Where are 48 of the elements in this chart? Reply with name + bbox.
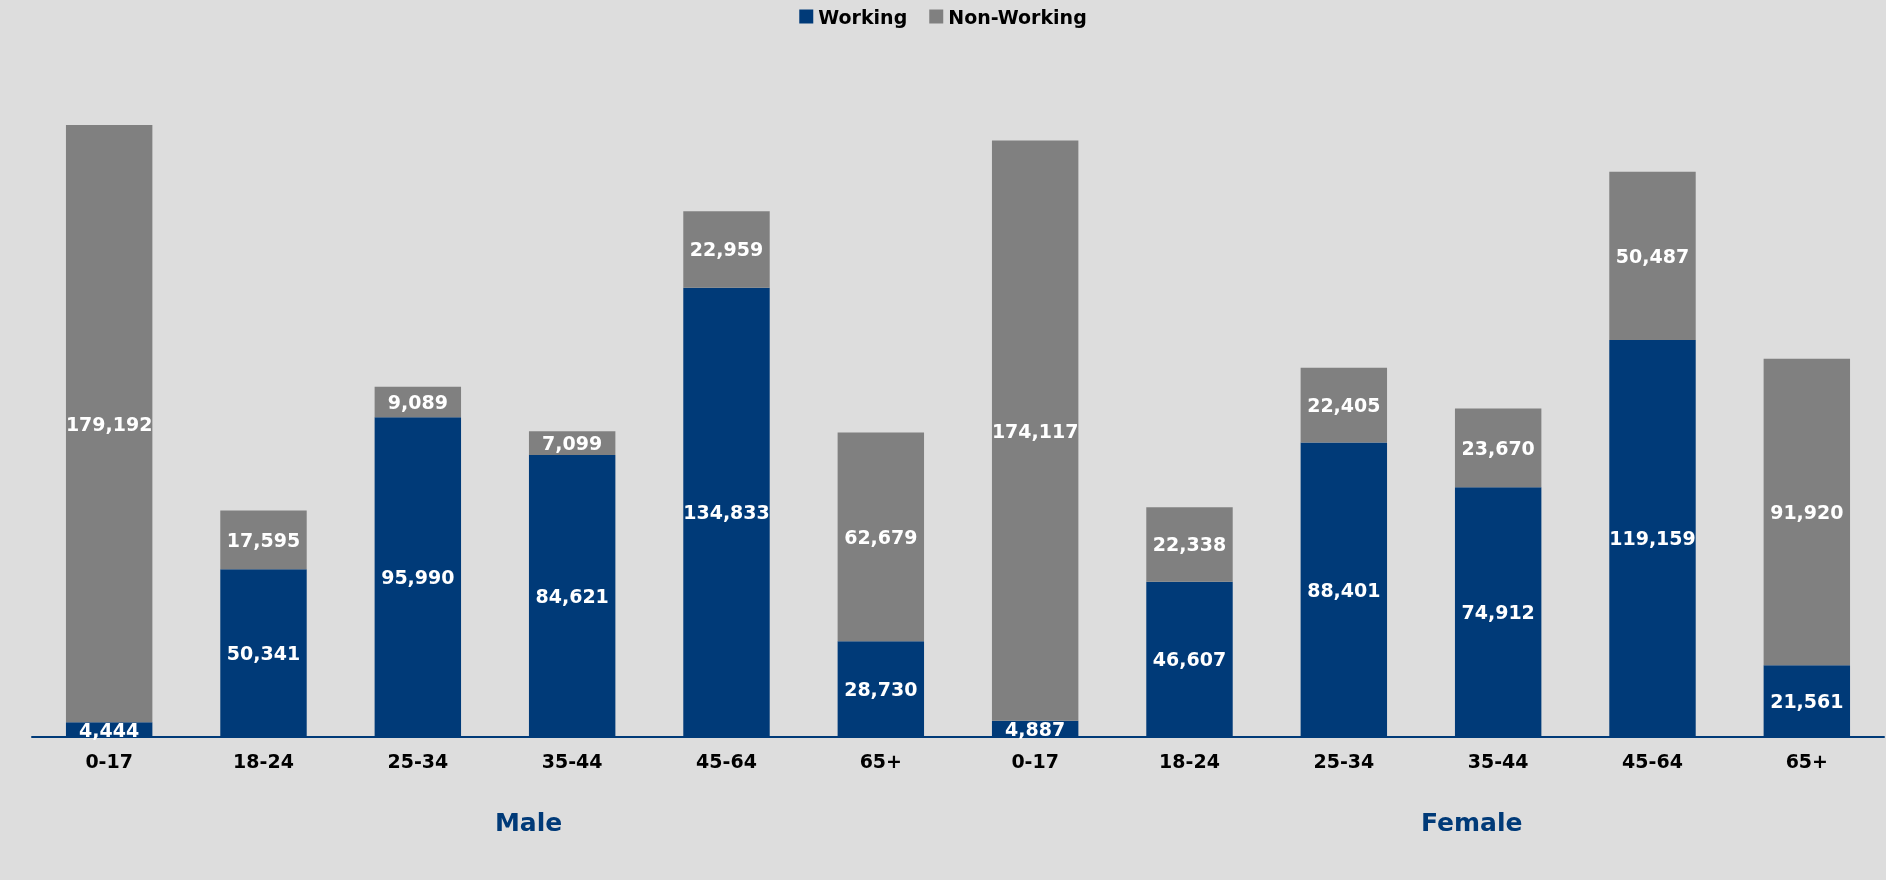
data-label: 50,341 [226, 642, 301, 665]
data-label: 22,338 [1152, 533, 1227, 556]
data-label: 174,117 [991, 419, 1079, 442]
x-tick-label: 25-34 [1313, 749, 1375, 772]
legend-label: Non-Working [948, 5, 1087, 28]
x-tick-label: 45-64 [696, 749, 757, 772]
x-tick-label: 65+ [859, 749, 903, 772]
text: Female [1421, 808, 1523, 837]
data-label: 23,670 [1461, 436, 1535, 459]
bar [65, 125, 153, 723]
x-tick-label: 18-24 [1159, 749, 1220, 772]
data-label: 7,099 [542, 432, 603, 455]
x-tick-label: 18-24 [233, 749, 294, 772]
data-label: 4,444 [79, 718, 140, 741]
data-label: 4,887 [1005, 717, 1066, 740]
data-label: 50,487 [1615, 244, 1690, 267]
data-label: 88,401 [1307, 578, 1381, 601]
data-label: 22,959 [689, 238, 764, 261]
x-tick-label: 35-44 [541, 749, 603, 772]
x-tick-label: 45-64 [1622, 749, 1683, 772]
data-label: 22,405 [1307, 394, 1381, 417]
bar [683, 211, 770, 288]
data-label: 95,990 [381, 566, 455, 589]
x-tick-label: 65+ [1785, 749, 1829, 772]
data-label: 84,621 [535, 585, 609, 608]
x-tick-label: 0-17 [85, 749, 133, 772]
data-label: 21,561 [1770, 690, 1844, 713]
bar [1454, 408, 1542, 488]
text: Male [495, 808, 563, 837]
bar [1146, 507, 1233, 582]
bar [1609, 171, 1696, 340]
bar [991, 140, 1079, 721]
data-label: 91,920 [1770, 501, 1844, 523]
data-label: 46,607 [1152, 648, 1227, 671]
data-label: 28,730 [844, 678, 918, 701]
legend-label: Working [818, 5, 908, 28]
x-tick-label: 35-44 [1467, 749, 1529, 772]
data-label: 134,833 [683, 501, 770, 524]
x-tick-label: 0-17 [1011, 749, 1059, 772]
bar [837, 432, 925, 642]
data-label: 17,595 [226, 528, 301, 551]
bar [1763, 358, 1851, 666]
data-label: 62,679 [844, 525, 918, 548]
data-label: 9,089 [387, 390, 448, 413]
data-label: 74,912 [1461, 601, 1535, 624]
data-label: 179,192 [65, 412, 153, 435]
data-label: 119,159 [1609, 527, 1696, 550]
x-tick-label: 25-34 [387, 749, 449, 772]
